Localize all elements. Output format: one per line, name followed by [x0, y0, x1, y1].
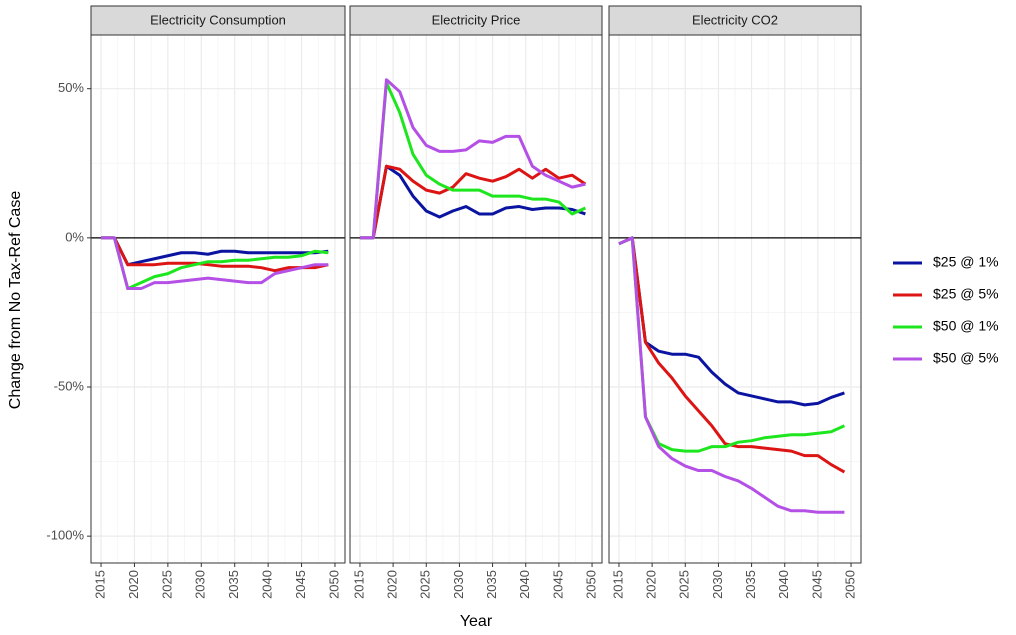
x-tick-label: 2050: [842, 570, 857, 599]
series-line: [101, 236, 329, 267]
x-tick-label: 2040: [517, 570, 532, 599]
series-line: [359, 164, 587, 240]
x-tick-label: 2035: [743, 570, 758, 599]
panel-title: Electricity Consumption: [150, 12, 286, 27]
x-tick-label: 2020: [126, 570, 141, 599]
x-tick-label: 2015: [351, 570, 366, 599]
legend-label: $25 @ 5%: [933, 286, 999, 302]
strip: [608, 5, 862, 36]
y-tick-label: -50%: [54, 378, 85, 393]
series-line: [359, 164, 586, 240]
x-tick-label: 2025: [418, 570, 433, 599]
x-tick-label: 2020: [644, 570, 659, 599]
series-line: [101, 236, 329, 291]
x-tick-label: 2030: [451, 570, 466, 599]
panel-title: Electricity Price: [432, 12, 521, 27]
x-tick-label: 2025: [677, 570, 692, 599]
series-line: [359, 78, 586, 240]
series-line: [618, 236, 845, 407]
legend-label: $25 @ 1%: [933, 254, 999, 270]
x-tick-label: 2045: [293, 570, 308, 599]
x-tick-label: 2040: [776, 570, 791, 599]
x-tick-label: 2045: [809, 570, 824, 599]
series-line: [359, 81, 587, 240]
x-tick-label: 2015: [92, 570, 107, 599]
x-tick-label: 2035: [484, 570, 499, 599]
strip: [349, 5, 603, 36]
x-tick-label: 2025: [159, 570, 174, 599]
y-tick-label: 50%: [58, 80, 84, 95]
series-line: [101, 236, 329, 291]
y-axis-label: Change from No Tax-Ref Case: [7, 191, 24, 410]
x-tick-label: 2015: [610, 570, 625, 599]
legend-label: $50 @ 5%: [933, 350, 999, 366]
x-tick-label: 2050: [583, 570, 598, 599]
x-tick-label: 2030: [193, 570, 208, 599]
legend-label: $50 @ 1%: [933, 318, 999, 334]
x-tick-label: 2040: [260, 570, 275, 599]
x-tick-label: 2030: [710, 570, 725, 599]
x-tick-label: 2050: [326, 570, 341, 599]
panel-title: Electricity CO2: [692, 12, 778, 27]
strip: [90, 5, 346, 36]
x-tick-label: 2035: [226, 570, 241, 599]
series-line: [618, 236, 845, 514]
x-axis-label: Year: [460, 613, 493, 630]
x-tick-label: 2020: [385, 570, 400, 599]
y-tick-label: 0%: [65, 229, 84, 244]
series-line: [101, 236, 329, 273]
x-tick-label: 2045: [550, 570, 565, 599]
y-tick-label: -100%: [46, 528, 84, 543]
